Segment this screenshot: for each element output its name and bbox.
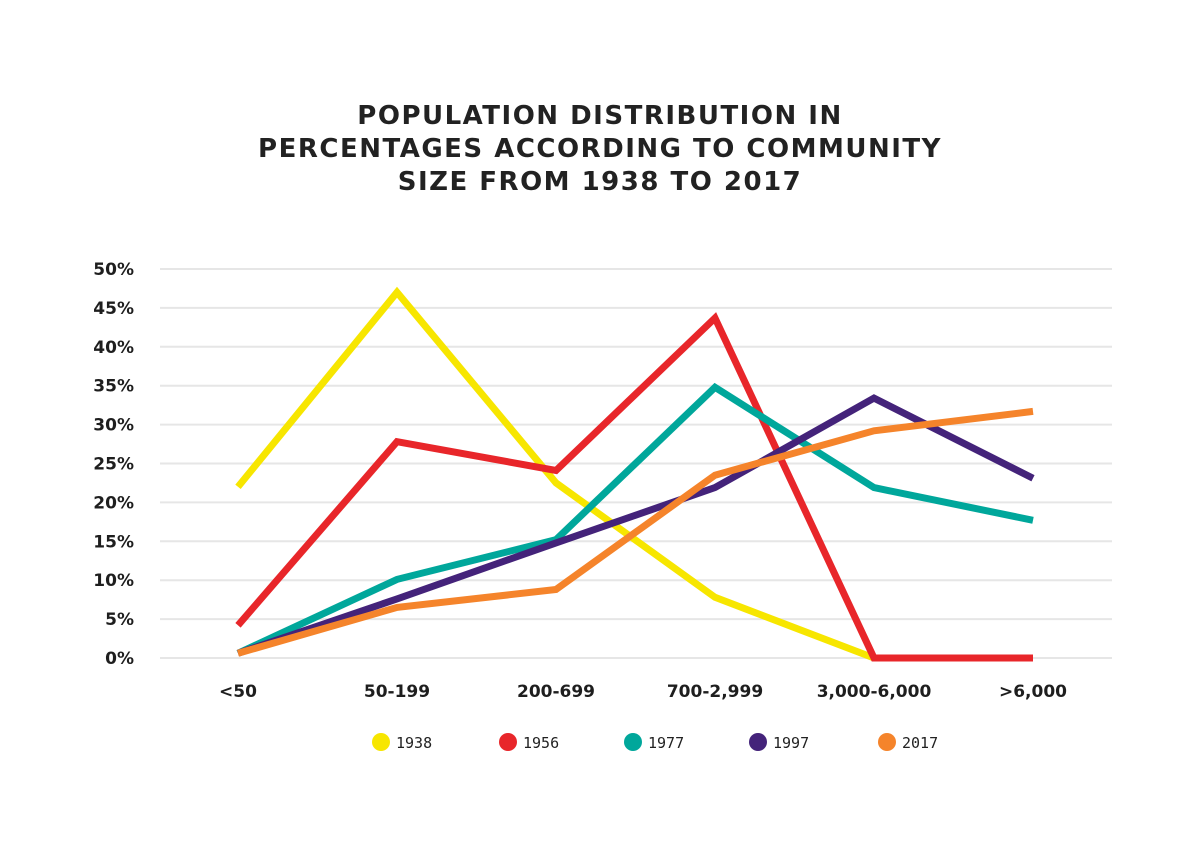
chart-title-line: PERCENTAGES ACCORDING TO COMMUNITY: [258, 134, 942, 164]
y-tick-label: 50%: [93, 260, 134, 280]
legend-swatch: [749, 733, 767, 751]
chart-title-line: POPULATION DISTRIBUTION IN: [357, 101, 843, 131]
legend-label: 1977: [648, 734, 684, 752]
legend-swatch: [624, 733, 642, 751]
y-tick-label: 40%: [93, 338, 134, 358]
series-line-1938: [235, 286, 876, 662]
legend: 1938 1956 1977 1997 2017: [372, 733, 938, 752]
legend-label: 2017: [902, 734, 938, 752]
x-tick-label: 700-2,999: [667, 682, 763, 702]
series-line-1997: [236, 394, 1035, 657]
x-tick-label: 200-699: [517, 682, 595, 702]
y-tick-label: 30%: [93, 416, 134, 436]
x-tick-label: >6,000: [999, 682, 1067, 702]
chart-title: POPULATION DISTRIBUTION IN PERCENTAGES A…: [0, 100, 1200, 199]
legend-swatch: [878, 733, 896, 751]
y-axis-ticks: 0% 5% 10% 15% 20% 25% 30% 35% 40% 45% 50%: [93, 260, 134, 669]
legend-label: 1938: [396, 734, 432, 752]
series-line-1977: [236, 382, 1034, 657]
series-line-1956: [235, 312, 1033, 662]
x-axis-ticks: <50 50-199 200-699 700-2,999 3,000-6,000 >6,0…: [219, 682, 1067, 702]
series-lines: [235, 286, 1035, 662]
x-tick-label: 50-199: [364, 682, 430, 702]
y-tick-label: 10%: [93, 571, 134, 591]
y-tick-label: 5%: [105, 610, 134, 630]
x-tick-label: <50: [219, 682, 257, 702]
legend-label: 1956: [523, 734, 559, 752]
legend-swatch: [372, 733, 390, 751]
legend-swatch: [499, 733, 517, 751]
series-line-2017: [237, 407, 1034, 657]
y-tick-label: 0%: [105, 649, 134, 669]
legend-label: 1997: [773, 734, 809, 752]
y-tick-label: 20%: [93, 493, 134, 513]
y-tick-label: 15%: [93, 532, 134, 552]
y-tick-label: 35%: [93, 377, 134, 397]
y-tick-label: 25%: [93, 455, 134, 475]
x-tick-label: 3,000-6,000: [817, 682, 932, 702]
y-tick-label: 45%: [93, 299, 134, 319]
chart-title-line: SIZE FROM 1938 TO 2017: [397, 167, 803, 197]
